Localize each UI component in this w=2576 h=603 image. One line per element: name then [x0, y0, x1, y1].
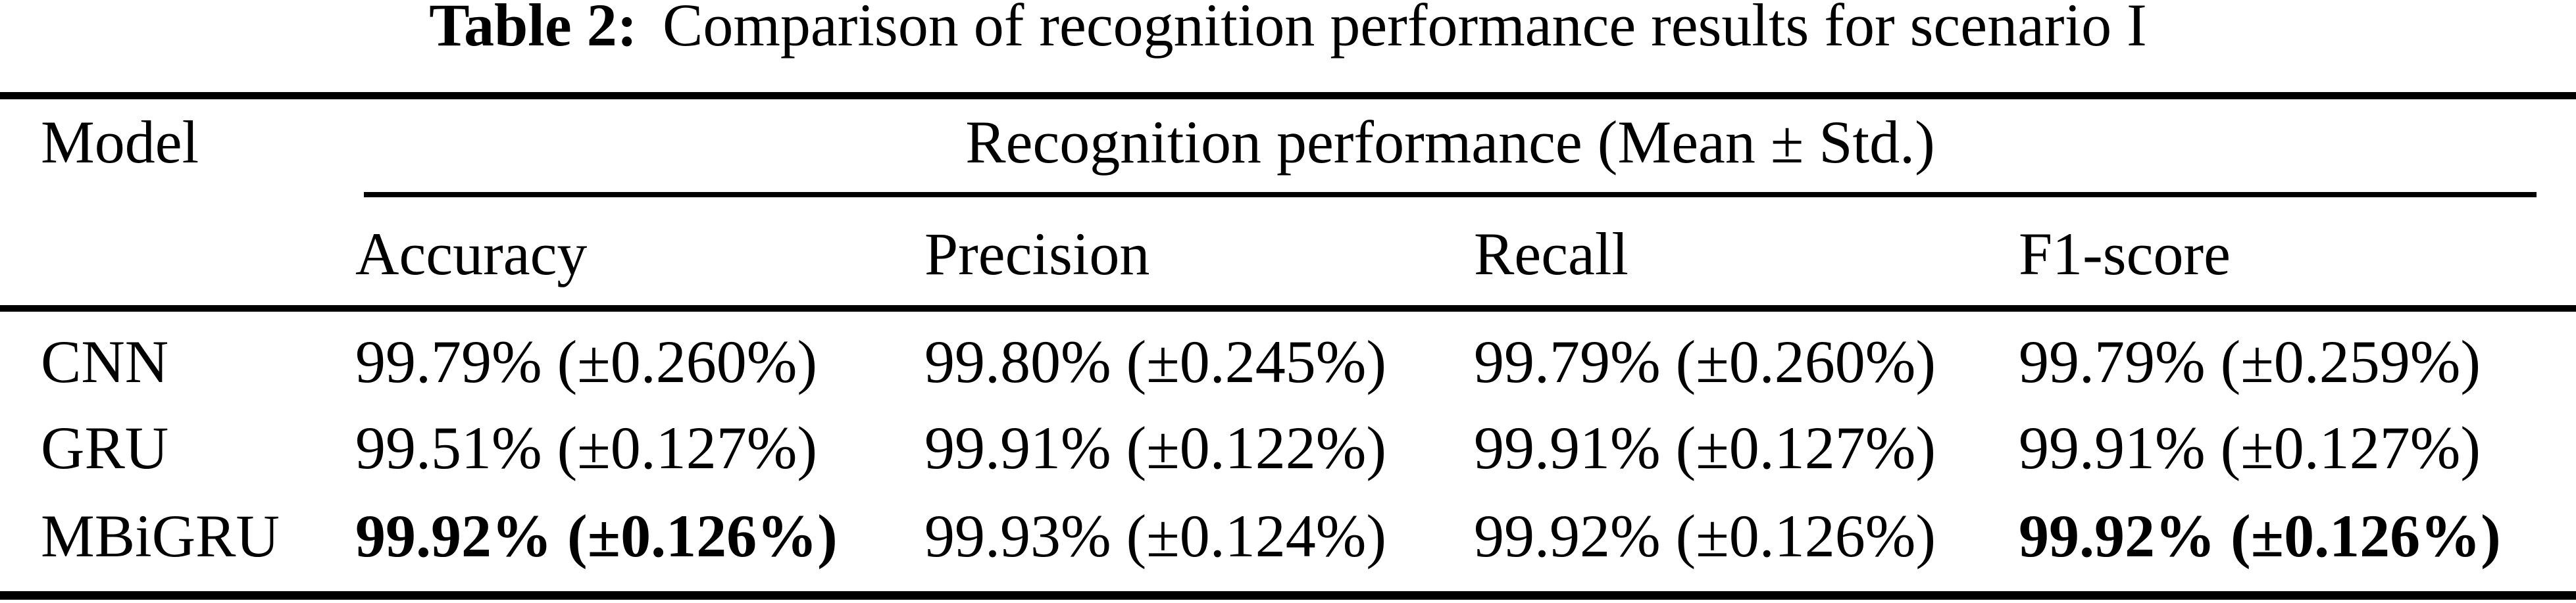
table-cell: 99.92% (±0.126%)	[2019, 502, 2501, 569]
column-header-f1-score: F1-score	[2019, 220, 2231, 287]
table-cell: 99.93% (±0.124%)	[924, 502, 1387, 569]
table-caption: Table 2: Comparison of recognition perfor…	[0, 0, 2576, 55]
column-header-precision: Precision	[924, 220, 1150, 287]
table-cell: 99.79% (±0.260%)	[355, 328, 818, 395]
table-row: CNN 99.79% (±0.260%) 99.80% (±0.245%) 99…	[0, 331, 2576, 410]
group-header-recognition-performance: Recognition performance (Mean ± Std.)	[965, 109, 1935, 176]
row-label-mbigru: MBiGRU	[41, 502, 280, 569]
table-header-group-row: Model Recognition performance (Mean ± St…	[0, 112, 2576, 191]
table-cell: 99.80% (±0.245%)	[924, 328, 1387, 395]
table-cell: 99.92% (±0.126%)	[1474, 502, 1936, 569]
table-cell: 99.79% (±0.260%)	[1474, 328, 1936, 395]
table-cell: 99.91% (±0.127%)	[1474, 414, 1936, 481]
table-cell: 99.92% (±0.126%)	[355, 502, 838, 569]
table-cell: 99.79% (±0.259%)	[2019, 328, 2481, 395]
table-cell: 99.91% (±0.122%)	[924, 414, 1387, 481]
column-header-accuracy: Accuracy	[355, 220, 588, 287]
row-label-cnn: CNN	[41, 328, 169, 395]
table-cell: 99.51% (±0.127%)	[355, 414, 818, 481]
table-mid-rule	[0, 305, 2576, 312]
table-row: MBiGRU 99.92% (±0.126%) 99.93% (±0.124%)…	[0, 506, 2576, 585]
column-header-recall: Recall	[1474, 220, 1629, 287]
row-label-gru: GRU	[41, 414, 169, 481]
table-caption-text: Comparison of recognition performance re…	[662, 0, 2147, 59]
table-row: GRU 99.51% (±0.127%) 99.91% (±0.122%) 99…	[0, 418, 2576, 496]
table-cell: 99.91% (±0.127%)	[2019, 414, 2481, 481]
table-top-rule	[0, 92, 2576, 99]
table-caption-label: Table 2:	[429, 0, 638, 59]
table-bottom-rule	[0, 591, 2576, 600]
table-column-header-row: Accuracy Precision Recall F1-score	[0, 224, 2576, 302]
table-cmid-rule	[364, 192, 2537, 197]
column-header-model: Model	[41, 109, 199, 176]
